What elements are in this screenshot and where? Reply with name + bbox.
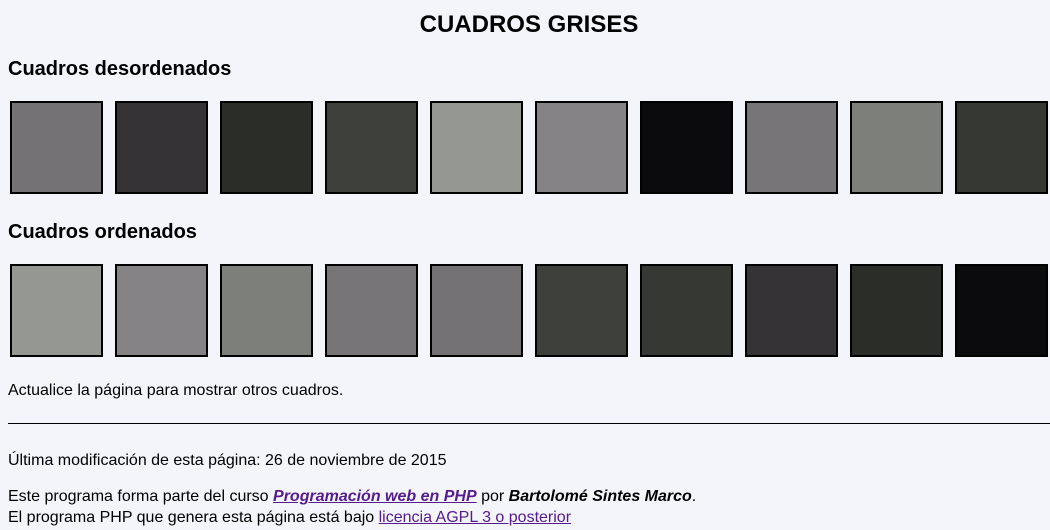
gray-square <box>850 264 943 357</box>
refresh-note: Actualice la página para mostrar otros c… <box>8 382 344 399</box>
credits-prefix: Este programa forma parte del curso <box>8 488 274 505</box>
gray-square <box>10 264 103 357</box>
gray-square <box>850 101 943 194</box>
credits-period: . <box>691 488 697 505</box>
course-link[interactable]: Programación web en PHP <box>273 488 477 505</box>
gray-square <box>955 101 1048 194</box>
page-title: CUADROS GRISES <box>419 11 639 38</box>
license-link[interactable]: licencia AGPL 3 o posterior <box>378 509 572 526</box>
last-modified-label: Última modificación de esta página: <box>8 452 266 469</box>
unsorted-squares-row <box>10 101 1048 194</box>
license-prefix: El programa PHP que genera esta página e… <box>8 509 379 526</box>
gray-square <box>430 101 523 194</box>
last-modified: Última modificación de esta página: 26 d… <box>8 451 447 470</box>
gray-square <box>325 101 418 194</box>
gray-square <box>640 264 733 357</box>
gray-square <box>325 264 418 357</box>
unsorted-heading: Cuadros desordenados <box>8 58 232 80</box>
last-modified-date: 26 de noviembre de 2015 <box>265 452 447 469</box>
gray-square <box>10 101 103 194</box>
gray-square <box>430 264 523 357</box>
footer-divider <box>8 423 1050 424</box>
gray-square <box>535 101 628 194</box>
author-name: Bartolomé Sintes Marco <box>508 488 692 505</box>
footer-credits: Este programa forma parte del curso Prog… <box>8 486 696 528</box>
sorted-heading: Cuadros ordenados <box>8 221 197 243</box>
gray-square <box>220 101 313 194</box>
gray-square <box>745 264 838 357</box>
gray-square <box>745 101 838 194</box>
credits-by: por <box>476 488 509 505</box>
gray-square <box>955 264 1048 357</box>
gray-square <box>115 264 208 357</box>
gray-square <box>220 264 313 357</box>
gray-square <box>535 264 628 357</box>
gray-square <box>115 101 208 194</box>
gray-square <box>640 101 733 194</box>
sorted-squares-row <box>10 264 1048 357</box>
